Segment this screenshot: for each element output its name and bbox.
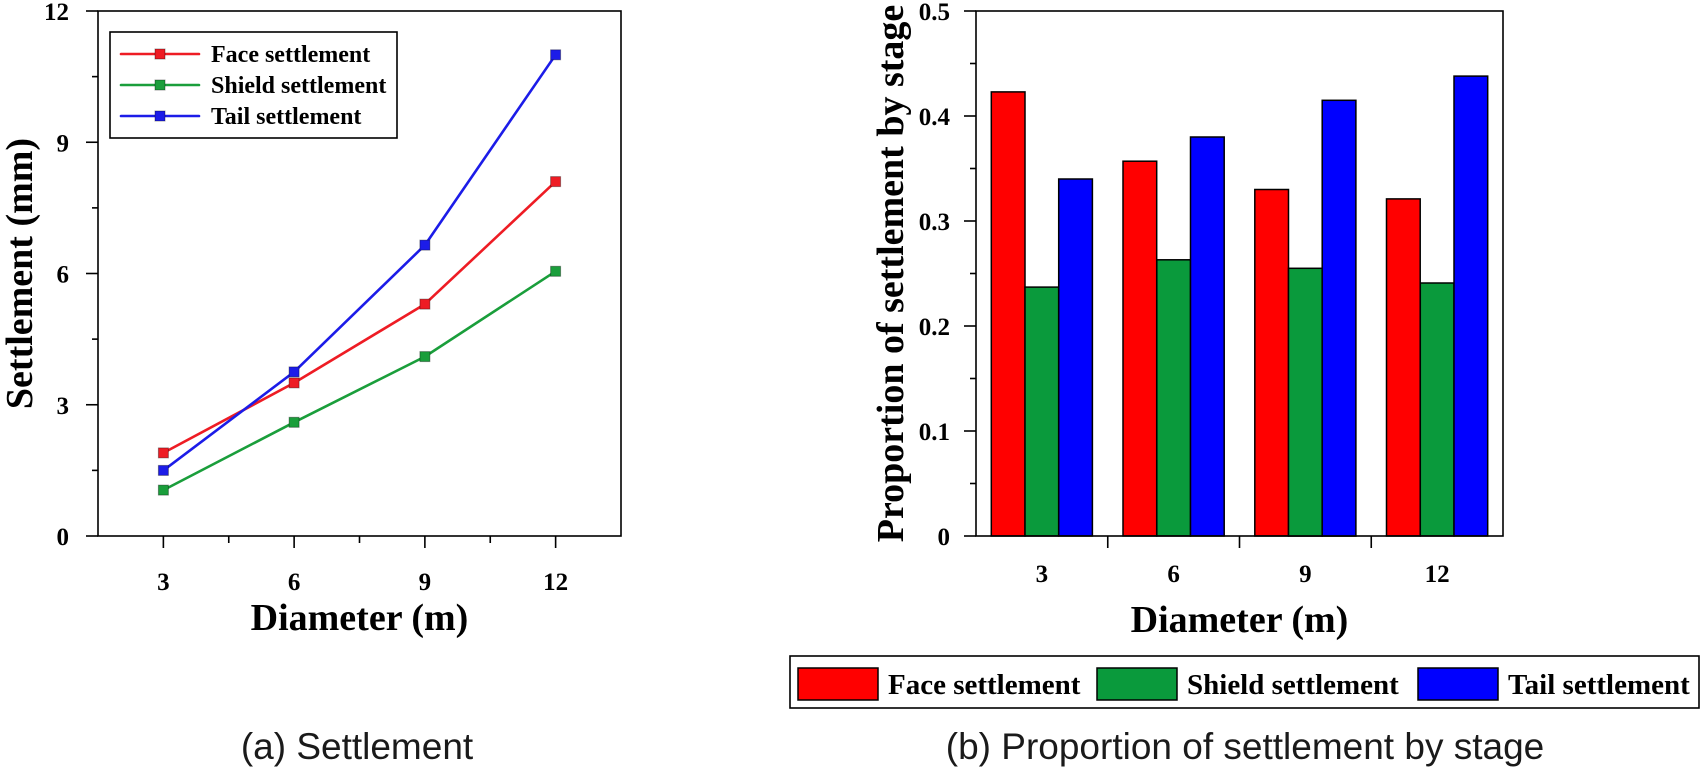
bar-face-settlement xyxy=(990,91,1026,537)
caption-a: (a) Settlement xyxy=(241,726,474,767)
y-tick-label-a: 0 xyxy=(57,524,70,551)
bar-tail-settlement xyxy=(1321,99,1357,537)
legend-label-shield-settlement: Shield settlement xyxy=(211,73,386,99)
y-axis-title-b: Proportion of settlement by stage xyxy=(870,5,912,543)
legend-swatch-tail-settlement xyxy=(1417,667,1499,701)
y-axis-title-a: Settlement (mm) xyxy=(0,138,41,409)
bar-shield-settlement xyxy=(1287,267,1323,537)
x-tick-label-b: 9 xyxy=(1299,561,1312,588)
caption-b: (b) Proportion of settlement by stage xyxy=(946,726,1544,767)
bar-tail-settlement xyxy=(1453,75,1489,537)
x-tick-label-a: 12 xyxy=(543,569,568,596)
y-tick-label-b: 0.2 xyxy=(919,314,950,341)
bar-face-settlement xyxy=(1254,188,1290,537)
data-point-shield-settlement xyxy=(419,351,431,363)
legend-swatch-face-settlement xyxy=(797,667,879,701)
legend-entry-tail-settlement-a: Tail settlement xyxy=(119,104,361,130)
axes-a: 0 3 6 9 12 3 6 9 12 xyxy=(44,0,568,596)
legend-a: Face settlement Shield settlement Tail s… xyxy=(109,31,398,139)
data-point-shield-settlement xyxy=(550,265,562,277)
x-tick-label-a: 3 xyxy=(157,569,170,596)
data-point-shield-settlement xyxy=(288,416,300,428)
data-point-face-settlement xyxy=(419,298,431,310)
series-group-a xyxy=(157,49,562,496)
legend-label-face-settlement: Face settlement xyxy=(211,42,370,68)
y-tick-label-a: 3 xyxy=(57,393,70,420)
bar-face-settlement xyxy=(1122,160,1158,537)
data-point-tail-settlement xyxy=(550,49,562,61)
series-line-shield-settlement xyxy=(162,269,557,492)
legend-b: Face settlement Shield settlement Tail s… xyxy=(789,655,1700,709)
x-tick-label-b: 6 xyxy=(1167,561,1180,588)
bar-shield-settlement xyxy=(1024,286,1060,537)
bar-tail-settlement xyxy=(1189,136,1225,537)
legend-marker-face-settlement xyxy=(154,48,166,60)
bar-shield-settlement xyxy=(1156,259,1192,537)
y-tick-label-a: 12 xyxy=(44,0,69,26)
legend-label-shield-settlement-b: Shield settlement xyxy=(1187,669,1399,701)
legend-marker-tail-settlement xyxy=(154,110,166,122)
x-tick-label-a: 6 xyxy=(288,569,301,596)
x-tick-label-b: 3 xyxy=(1036,561,1049,588)
panel-b-proportion: 0 0.1 0.2 0.3 0.4 0.5 3 6 9 12 Proportion of sett… xyxy=(789,0,1700,709)
series-line-face-settlement xyxy=(162,180,557,455)
x-tick-label-b: 12 xyxy=(1425,561,1450,588)
legend-label-tail-settlement-b: Tail settlement xyxy=(1508,669,1690,701)
x-tick-label-a: 9 xyxy=(419,569,432,596)
data-point-face-settlement xyxy=(288,377,300,389)
bars-group-b xyxy=(990,75,1489,537)
legend-swatch-shield-settlement xyxy=(1096,667,1178,701)
y-tick-label-b: 0.3 xyxy=(919,209,950,236)
series-line-tail-settlement xyxy=(162,53,557,472)
bar-tail-settlement xyxy=(1057,178,1094,537)
y-tick-label-b: 0.1 xyxy=(919,419,950,446)
legend-entry-shield-settlement-a: Shield settlement xyxy=(119,73,386,99)
legend-label-face-settlement-b: Face settlement xyxy=(888,669,1081,701)
y-tick-label-b: 0.5 xyxy=(919,0,950,26)
legend-marker-shield-settlement xyxy=(154,79,166,91)
plot-frame-b xyxy=(975,10,1504,537)
y-tick-label-a: 9 xyxy=(57,130,70,157)
y-tick-label-b: 0.4 xyxy=(919,104,951,131)
legend-label-tail-settlement: Tail settlement xyxy=(211,104,361,130)
legend-entry-face-settlement-a: Face settlement xyxy=(119,42,370,68)
data-point-tail-settlement xyxy=(419,239,431,251)
panel-a-settlement: 0 3 6 9 12 3 6 9 12 Settlement (mm) Diameter (m)… xyxy=(0,0,622,639)
data-point-tail-settlement xyxy=(157,464,169,476)
plot-frame-a xyxy=(97,10,622,537)
x-axis-title-a: Diameter (m) xyxy=(251,597,469,639)
legend-box-b xyxy=(789,655,1700,709)
data-point-face-settlement xyxy=(157,447,169,459)
y-tick-label-b: 0 xyxy=(938,524,951,551)
data-point-shield-settlement xyxy=(157,484,169,496)
bar-shield-settlement xyxy=(1419,282,1455,537)
data-point-tail-settlement xyxy=(288,366,300,378)
y-tick-label-a: 6 xyxy=(57,262,70,289)
bar-face-settlement xyxy=(1385,198,1421,537)
data-point-face-settlement xyxy=(550,176,562,188)
x-axis-title-b: Diameter (m) xyxy=(1131,599,1349,641)
axes-b: 0 0.1 0.2 0.3 0.4 0.5 3 6 9 12 xyxy=(919,0,1450,588)
